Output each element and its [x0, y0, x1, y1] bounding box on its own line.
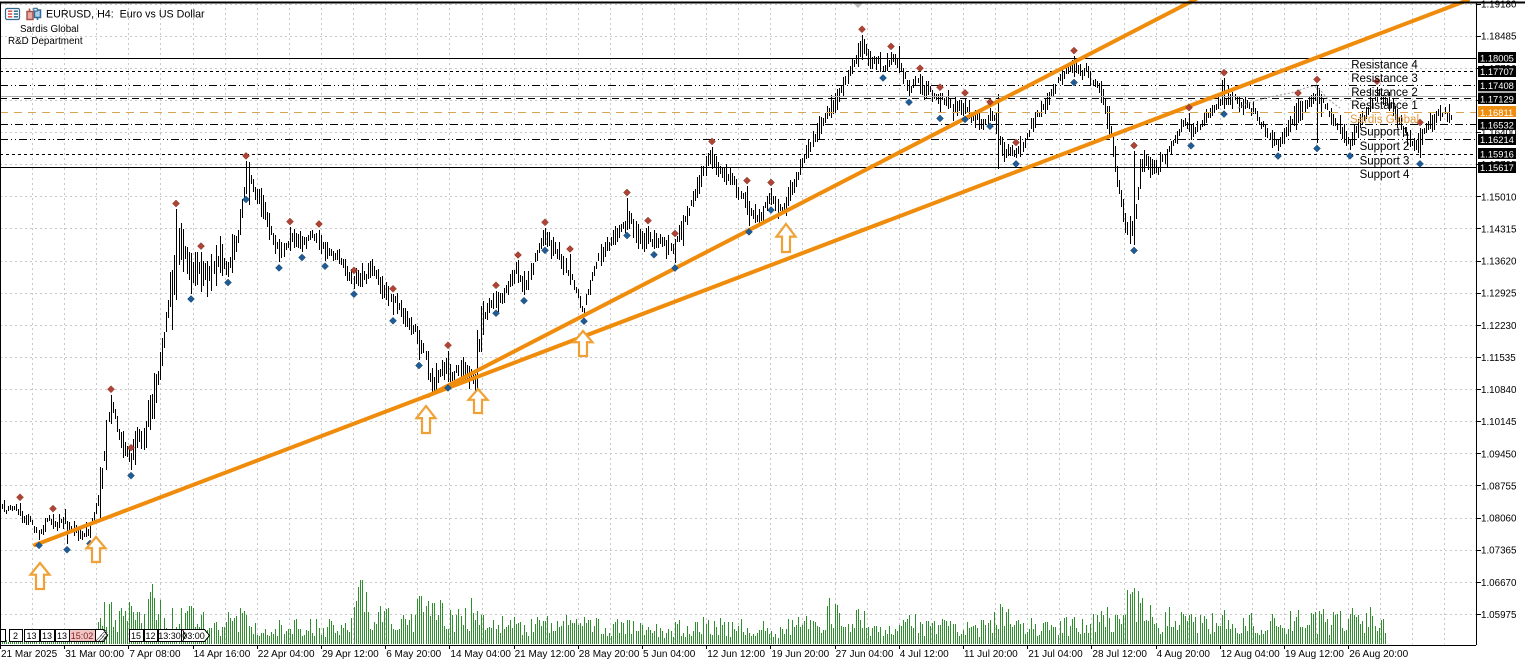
svg-text:Resistance 1: Resistance 1 — [1351, 100, 1417, 112]
svg-text:6 May 20:00: 6 May 20:00 — [386, 649, 441, 660]
svg-text:1.15916: 1.15916 — [1480, 148, 1514, 159]
svg-text:1.11535: 1.11535 — [1481, 353, 1516, 364]
svg-text:11 Jul 20:00: 11 Jul 20:00 — [964, 649, 1018, 660]
svg-text:29 Apr 12:00: 29 Apr 12:00 — [322, 649, 379, 660]
svg-text:1.07365: 1.07365 — [1481, 546, 1517, 557]
svg-text:13: 13 — [42, 631, 52, 641]
svg-text:1.16811: 1.16811 — [1480, 107, 1513, 118]
svg-text:1.14315: 1.14315 — [1481, 224, 1517, 235]
svg-text:1.15617: 1.15617 — [1480, 162, 1514, 173]
svg-text:14 May 04:00: 14 May 04:00 — [450, 649, 511, 660]
svg-text:21 May 12:00: 21 May 12:00 — [515, 649, 576, 660]
svg-text:28 May 20:00: 28 May 20:00 — [579, 649, 640, 660]
svg-text:26 Aug 20:00: 26 Aug 20:00 — [1349, 649, 1408, 660]
svg-text:1.05975: 1.05975 — [1481, 610, 1517, 621]
svg-text:1.10145: 1.10145 — [1481, 417, 1517, 428]
svg-text:Sardis Global: Sardis Global — [1350, 114, 1419, 126]
svg-text:13:30: 13:30 — [158, 631, 181, 641]
svg-text:13: 13 — [26, 631, 36, 641]
svg-text:1.16400: 1.16400 — [1481, 128, 1517, 139]
svg-text:13: 13 — [57, 631, 67, 641]
svg-text:12 Jun 12:00: 12 Jun 12:00 — [707, 649, 765, 660]
svg-text:15:02: 15:02 — [71, 631, 94, 641]
svg-text:EURUSD, H4: Euro vs US Dollar: EURUSD, H4: Euro vs US Dollar — [46, 9, 205, 21]
svg-text:1.17129: 1.17129 — [1480, 93, 1514, 104]
svg-text:4 Aug 20:00: 4 Aug 20:00 — [1157, 649, 1211, 660]
svg-text:Support 3: Support 3 — [1360, 155, 1410, 167]
svg-text:Resistance 4: Resistance 4 — [1351, 59, 1418, 71]
svg-text:1.10840: 1.10840 — [1481, 385, 1517, 396]
svg-text:22 Apr 04:00: 22 Apr 04:00 — [258, 649, 315, 660]
svg-text:1.19180: 1.19180 — [1481, 0, 1517, 11]
svg-text:31 Mar 00:00: 31 Mar 00:00 — [65, 649, 124, 660]
svg-text:03:00: 03:00 — [182, 631, 205, 641]
svg-text:Support 4: Support 4 — [1360, 169, 1410, 181]
svg-text:19 Aug 12:00: 19 Aug 12:00 — [1285, 649, 1344, 660]
svg-text:1.18005: 1.18005 — [1480, 52, 1514, 63]
svg-text:Sardis Global: Sardis Global — [20, 24, 79, 35]
svg-text:2: 2 — [13, 631, 18, 641]
svg-text:1.15010: 1.15010 — [1481, 192, 1517, 203]
svg-text:1.17707: 1.17707 — [1480, 66, 1514, 77]
svg-text:21 Mar 2025: 21 Mar 2025 — [1, 649, 58, 660]
svg-text:1.12230: 1.12230 — [1481, 321, 1517, 332]
svg-text:7 Apr 08:00: 7 Apr 08:00 — [129, 649, 181, 660]
svg-text:1.18485: 1.18485 — [1481, 32, 1517, 43]
svg-text:1.16532: 1.16532 — [1480, 119, 1514, 130]
svg-text:1.13620: 1.13620 — [1481, 257, 1517, 268]
svg-text:27 Jun 04:00: 27 Jun 04:00 — [836, 649, 894, 660]
svg-text:19 Jun 20:00: 19 Jun 20:00 — [771, 649, 829, 660]
svg-text:5 Jun 04:00: 5 Jun 04:00 — [643, 649, 696, 660]
svg-text:Resistance 2: Resistance 2 — [1351, 87, 1417, 99]
svg-text:1.09450: 1.09450 — [1481, 449, 1517, 460]
svg-text:14 Apr 16:00: 14 Apr 16:00 — [194, 649, 251, 660]
svg-text:R&D Department: R&D Department — [8, 36, 83, 47]
svg-text:Support 2: Support 2 — [1360, 141, 1410, 153]
svg-text:12: 12 — [145, 631, 155, 641]
svg-text:1.17408: 1.17408 — [1480, 80, 1514, 91]
svg-text:1.12925: 1.12925 — [1481, 289, 1517, 300]
svg-text:12 Aug 04:00: 12 Aug 04:00 — [1221, 649, 1280, 660]
svg-text:Support 1: Support 1 — [1360, 126, 1410, 138]
svg-text:Resistance 3: Resistance 3 — [1351, 73, 1417, 85]
svg-text:1.08060: 1.08060 — [1481, 514, 1517, 525]
svg-text:4 Jul 12:00: 4 Jul 12:00 — [900, 649, 949, 660]
svg-text:21 Jul 04:00: 21 Jul 04:00 — [1028, 649, 1083, 660]
svg-text:1.16214: 1.16214 — [1480, 134, 1514, 145]
svg-text:15: 15 — [131, 631, 141, 641]
svg-text:1.08755: 1.08755 — [1481, 481, 1517, 492]
svg-text:1.06670: 1.06670 — [1481, 578, 1517, 589]
svg-text:28 Jul 12:00: 28 Jul 12:00 — [1092, 649, 1147, 660]
